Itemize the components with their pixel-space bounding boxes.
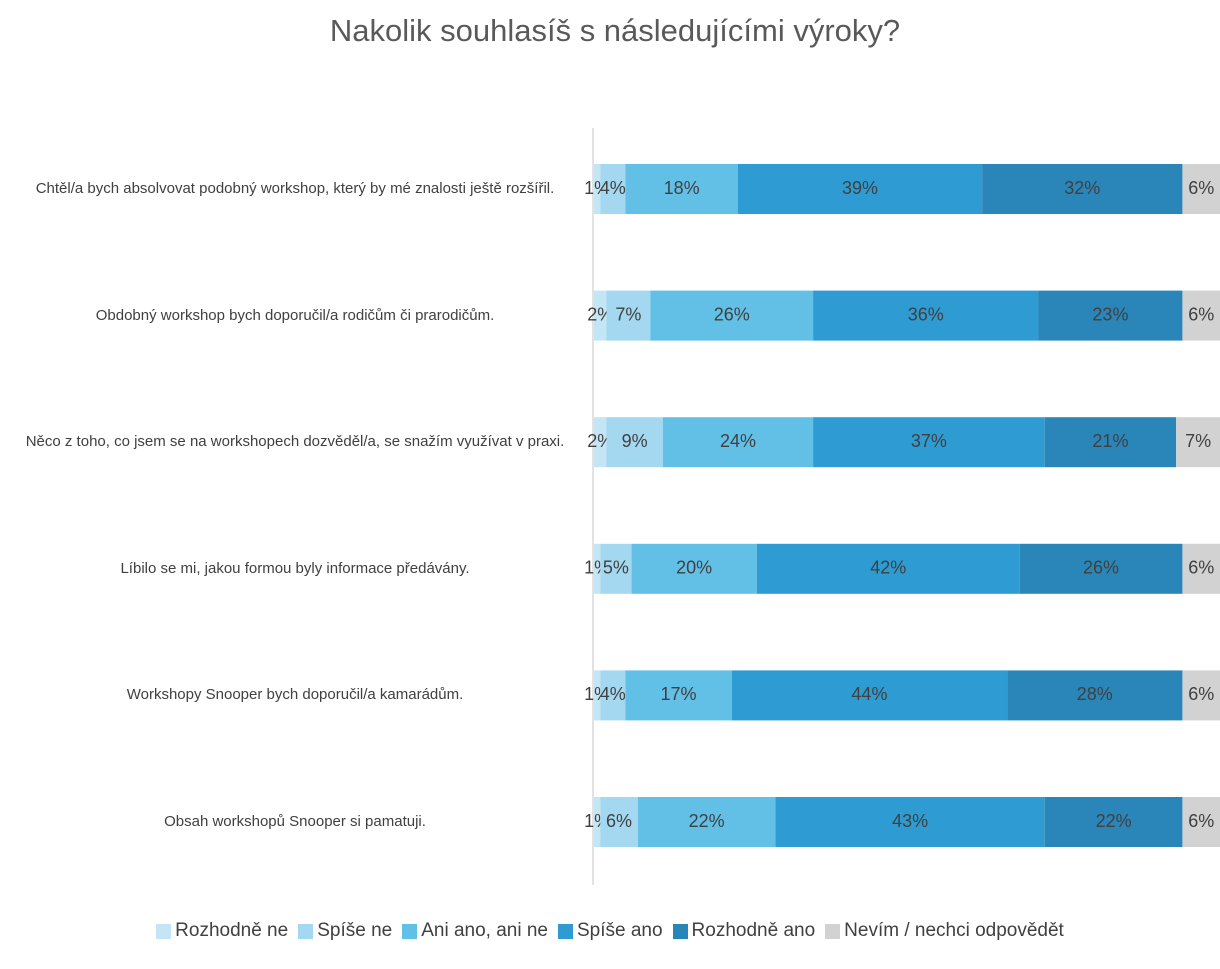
bar-segment bbox=[600, 670, 626, 721]
data-label: 24% bbox=[720, 431, 756, 451]
data-label: 17% bbox=[660, 684, 696, 704]
bar-segment bbox=[600, 797, 638, 847]
bar-segment bbox=[731, 670, 1008, 721]
bar-segment bbox=[1019, 543, 1183, 594]
bar-segment bbox=[1182, 797, 1220, 847]
legend-label: Nevím / nechci odpovědět bbox=[844, 920, 1064, 941]
data-label: 6% bbox=[1188, 304, 1214, 324]
bar-segment bbox=[737, 164, 983, 214]
category-label: Obsah workshopů Snooper si pamatuji. bbox=[164, 813, 426, 830]
legend-item: Spíše ano bbox=[557, 920, 663, 942]
bar-segment bbox=[756, 543, 1020, 594]
bar-segment bbox=[982, 164, 1183, 214]
legend-label: Spíše ano bbox=[576, 920, 663, 941]
data-label: 28% bbox=[1077, 684, 1113, 704]
bar-segment bbox=[600, 543, 632, 594]
data-label: 6% bbox=[606, 811, 632, 831]
data-label: 42% bbox=[870, 558, 906, 578]
data-label: 43% bbox=[892, 811, 928, 831]
bar-segment bbox=[625, 670, 732, 721]
category-label: Líbilo se mi, jakou formou byly informac… bbox=[120, 559, 470, 577]
legend-swatch bbox=[672, 923, 688, 939]
legend-swatch bbox=[402, 923, 418, 939]
bar-segment bbox=[1182, 670, 1220, 721]
data-label: 26% bbox=[1083, 558, 1119, 578]
data-label: 4% bbox=[600, 178, 626, 198]
bar-segment bbox=[813, 290, 1039, 341]
data-label: 23% bbox=[1092, 304, 1128, 324]
legend-item: Rozhodně ano bbox=[672, 920, 816, 942]
bar-segment bbox=[600, 164, 626, 214]
legend-swatch bbox=[825, 923, 841, 939]
bar-segment bbox=[594, 543, 601, 594]
legend-item: Nevím / nechci odpovědět bbox=[825, 920, 1064, 942]
bar-segment bbox=[594, 797, 601, 847]
bar-segment bbox=[594, 670, 601, 721]
bar-segment bbox=[1044, 417, 1177, 468]
bar-segment bbox=[594, 164, 601, 214]
data-label: 4% bbox=[600, 684, 626, 704]
bar-segment bbox=[1044, 797, 1183, 847]
legend: Rozhodně ne Spíše ne Ani ano, ani ne Spíše … bbox=[0, 920, 1220, 942]
bar-segment bbox=[606, 417, 663, 468]
data-label: 20% bbox=[676, 558, 712, 578]
bar-segment bbox=[662, 417, 814, 468]
category-label: Chtěl/a bych absolvovat podobný workshop… bbox=[35, 180, 555, 197]
data-label: 6% bbox=[1188, 178, 1214, 198]
bar-segment bbox=[813, 417, 1045, 468]
data-label: 39% bbox=[842, 178, 878, 198]
legend-swatch bbox=[156, 923, 172, 939]
legend-label: Ani ano, ani ne bbox=[421, 920, 548, 941]
bar-segment bbox=[1182, 543, 1220, 594]
chart-title: Nakolik souhlasíš s následujícími výroky… bbox=[330, 13, 900, 48]
data-label: 5% bbox=[603, 558, 629, 578]
data-label: 44% bbox=[851, 684, 887, 704]
legend-item: Ani ano, ani ne bbox=[402, 920, 548, 942]
data-label: 22% bbox=[1096, 811, 1132, 831]
category-label: Obdobný workshop bych doporučil/a rodičů… bbox=[95, 306, 495, 324]
bar-segment bbox=[594, 290, 607, 341]
data-label: 32% bbox=[1064, 178, 1100, 198]
data-label: 9% bbox=[622, 431, 648, 451]
bar-segment bbox=[1182, 290, 1220, 341]
bar-segment bbox=[1007, 670, 1183, 721]
bar-segment bbox=[606, 290, 651, 341]
legend-item: Spíše ne bbox=[298, 920, 392, 942]
data-label: 6% bbox=[1188, 811, 1214, 831]
data-label: 37% bbox=[911, 431, 947, 451]
legend-label: Rozhodně ne bbox=[175, 920, 289, 941]
category-label: Workshopy Snooper bych doporučil/a kamar… bbox=[126, 686, 464, 704]
legend-swatch bbox=[557, 923, 573, 939]
data-label: 6% bbox=[1188, 558, 1214, 578]
data-label: 36% bbox=[908, 304, 944, 324]
legend-swatch bbox=[298, 923, 314, 939]
data-label: 6% bbox=[1188, 684, 1214, 704]
data-label: 26% bbox=[714, 304, 750, 324]
data-label: 18% bbox=[664, 178, 700, 198]
bar-segment bbox=[1176, 417, 1220, 468]
data-label: 7% bbox=[1185, 431, 1211, 451]
data-label: 21% bbox=[1092, 431, 1128, 451]
category-label: Něco z toho, co jsem se na workshopech d… bbox=[25, 433, 565, 451]
data-label: 22% bbox=[689, 811, 725, 831]
bar-segment bbox=[631, 543, 757, 594]
bar-segment bbox=[637, 797, 776, 847]
bar-segment bbox=[625, 164, 738, 214]
bar-segment bbox=[775, 797, 1045, 847]
bar-segment bbox=[594, 417, 607, 468]
bar-segment bbox=[1038, 290, 1183, 341]
bar-segment bbox=[650, 290, 814, 341]
legend-label: Spíše ne bbox=[317, 920, 393, 941]
legend-item: Rozhodně ne bbox=[156, 920, 288, 942]
data-label: 7% bbox=[615, 304, 641, 324]
legend-label: Rozhodně ano bbox=[691, 920, 816, 941]
bar-segment bbox=[1182, 164, 1220, 214]
